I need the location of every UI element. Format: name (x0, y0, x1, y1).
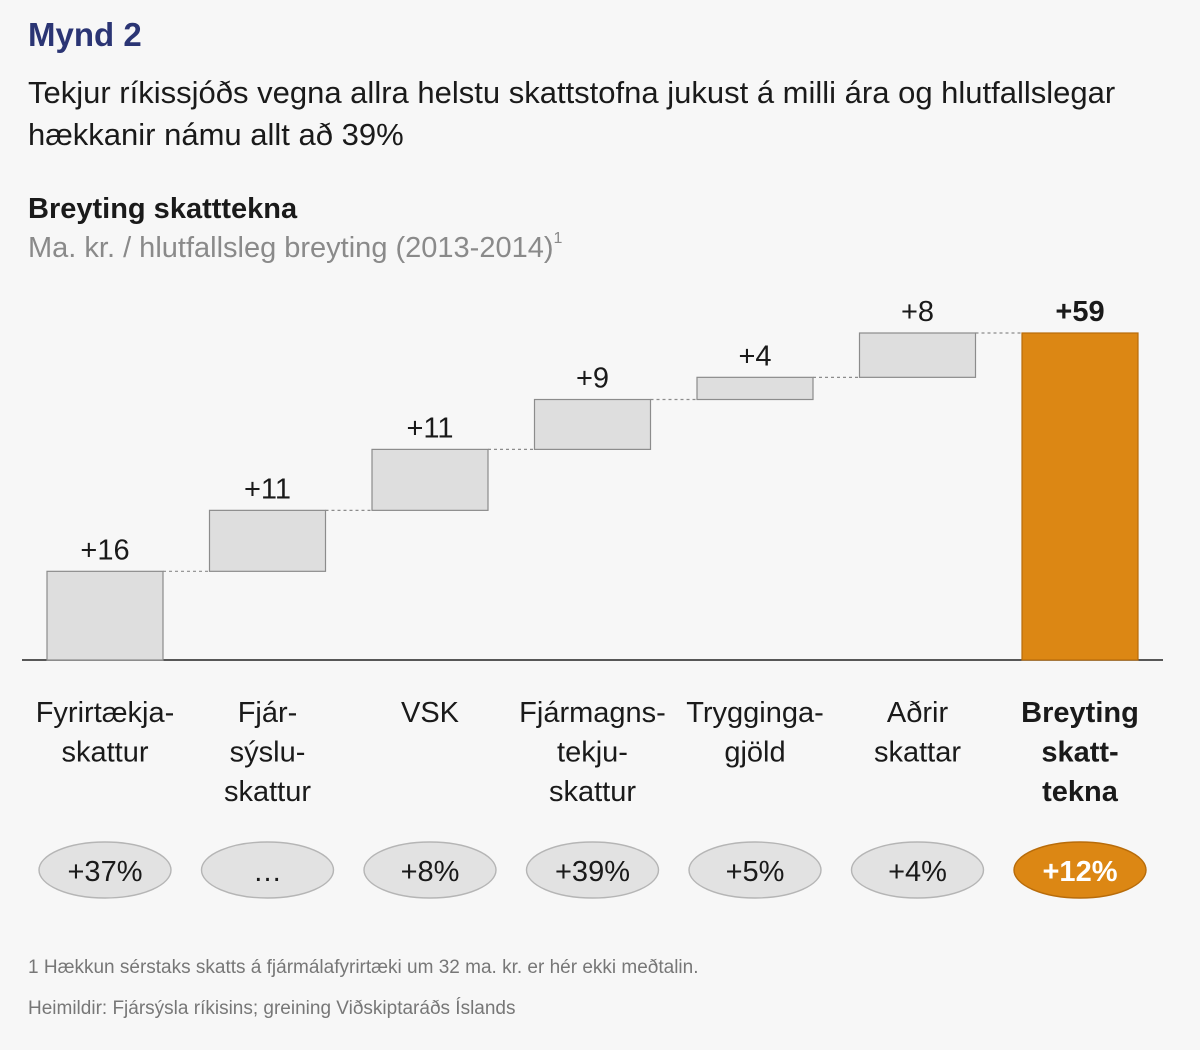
waterfall-chart: +16 Fyrirtækja-skattur +37% +11 Fjár-sýslu-s… (22, 296, 1163, 899)
category-label: Fyrirtækja- (36, 697, 175, 729)
category-label: skattur (549, 776, 636, 808)
percent-oval (850, 841, 985, 899)
category-label: Trygginga- (686, 697, 824, 729)
category-label: skattur (224, 776, 311, 808)
percent-label: +12% (1043, 856, 1118, 888)
bar-step (208, 509, 327, 572)
category-label: skattar (874, 737, 961, 769)
percent-label: +37% (68, 856, 143, 888)
percent-oval (363, 841, 497, 899)
percent-oval (38, 841, 172, 899)
bar-step (533, 398, 652, 450)
footnote-source: Heimildir: Fjársýsla ríkisins; greining … (28, 998, 516, 1019)
percent-label: +39% (555, 856, 630, 888)
value-label: +59 (1055, 296, 1104, 328)
headline: Tekjur ríkissjóðs vegna allra helstu ska… (28, 75, 1116, 152)
category-label: skatt- (1041, 737, 1118, 769)
bar-step (46, 570, 164, 661)
category-label: tekna (1042, 776, 1119, 808)
chart-title: Breyting skatttekna (28, 193, 298, 225)
percent-oval-total (1013, 841, 1147, 899)
percent-label: +5% (726, 856, 785, 888)
bar-total (1021, 332, 1139, 661)
value-label: +16 (80, 534, 129, 566)
value-label: +11 (244, 473, 291, 505)
bar-step (696, 376, 814, 401)
category-label: skattur (61, 737, 148, 769)
category-label: tekju- (557, 737, 628, 769)
percent-oval (525, 841, 660, 899)
percent-label: +8% (401, 856, 460, 888)
bar-step (371, 448, 489, 511)
value-label: +9 (576, 363, 609, 395)
subtitle-footnote-mark: 1 (553, 230, 563, 247)
bar-step (858, 332, 977, 378)
percent-label: +4% (888, 856, 947, 888)
percent-oval (200, 841, 335, 899)
percent-oval (688, 841, 822, 899)
category-label: sýslu- (230, 737, 306, 769)
chart-subtitle: Ma. kr. / hlutfallsleg breyting (2013-20… (28, 230, 563, 265)
category-label: Aðrir (887, 697, 949, 729)
footnote-note: 1 Hækkun sérstaks skatts á fjármálafyrir… (28, 957, 699, 978)
category-label: Breyting (1021, 697, 1139, 729)
value-label: +4 (738, 340, 771, 372)
figure-label: Mynd 2 (28, 16, 142, 53)
value-label: +11 (406, 412, 453, 444)
category-label: gjöld (724, 737, 785, 769)
value-label: +8 (901, 296, 934, 328)
category-label: VSK (401, 697, 460, 729)
percent-label: … (253, 856, 282, 888)
category-label: Fjár- (238, 697, 298, 729)
chart-subtitle-text: Ma. kr. / hlutfallsleg breyting (2013-20… (28, 232, 554, 264)
category-label: Fjármagns- (519, 697, 666, 729)
